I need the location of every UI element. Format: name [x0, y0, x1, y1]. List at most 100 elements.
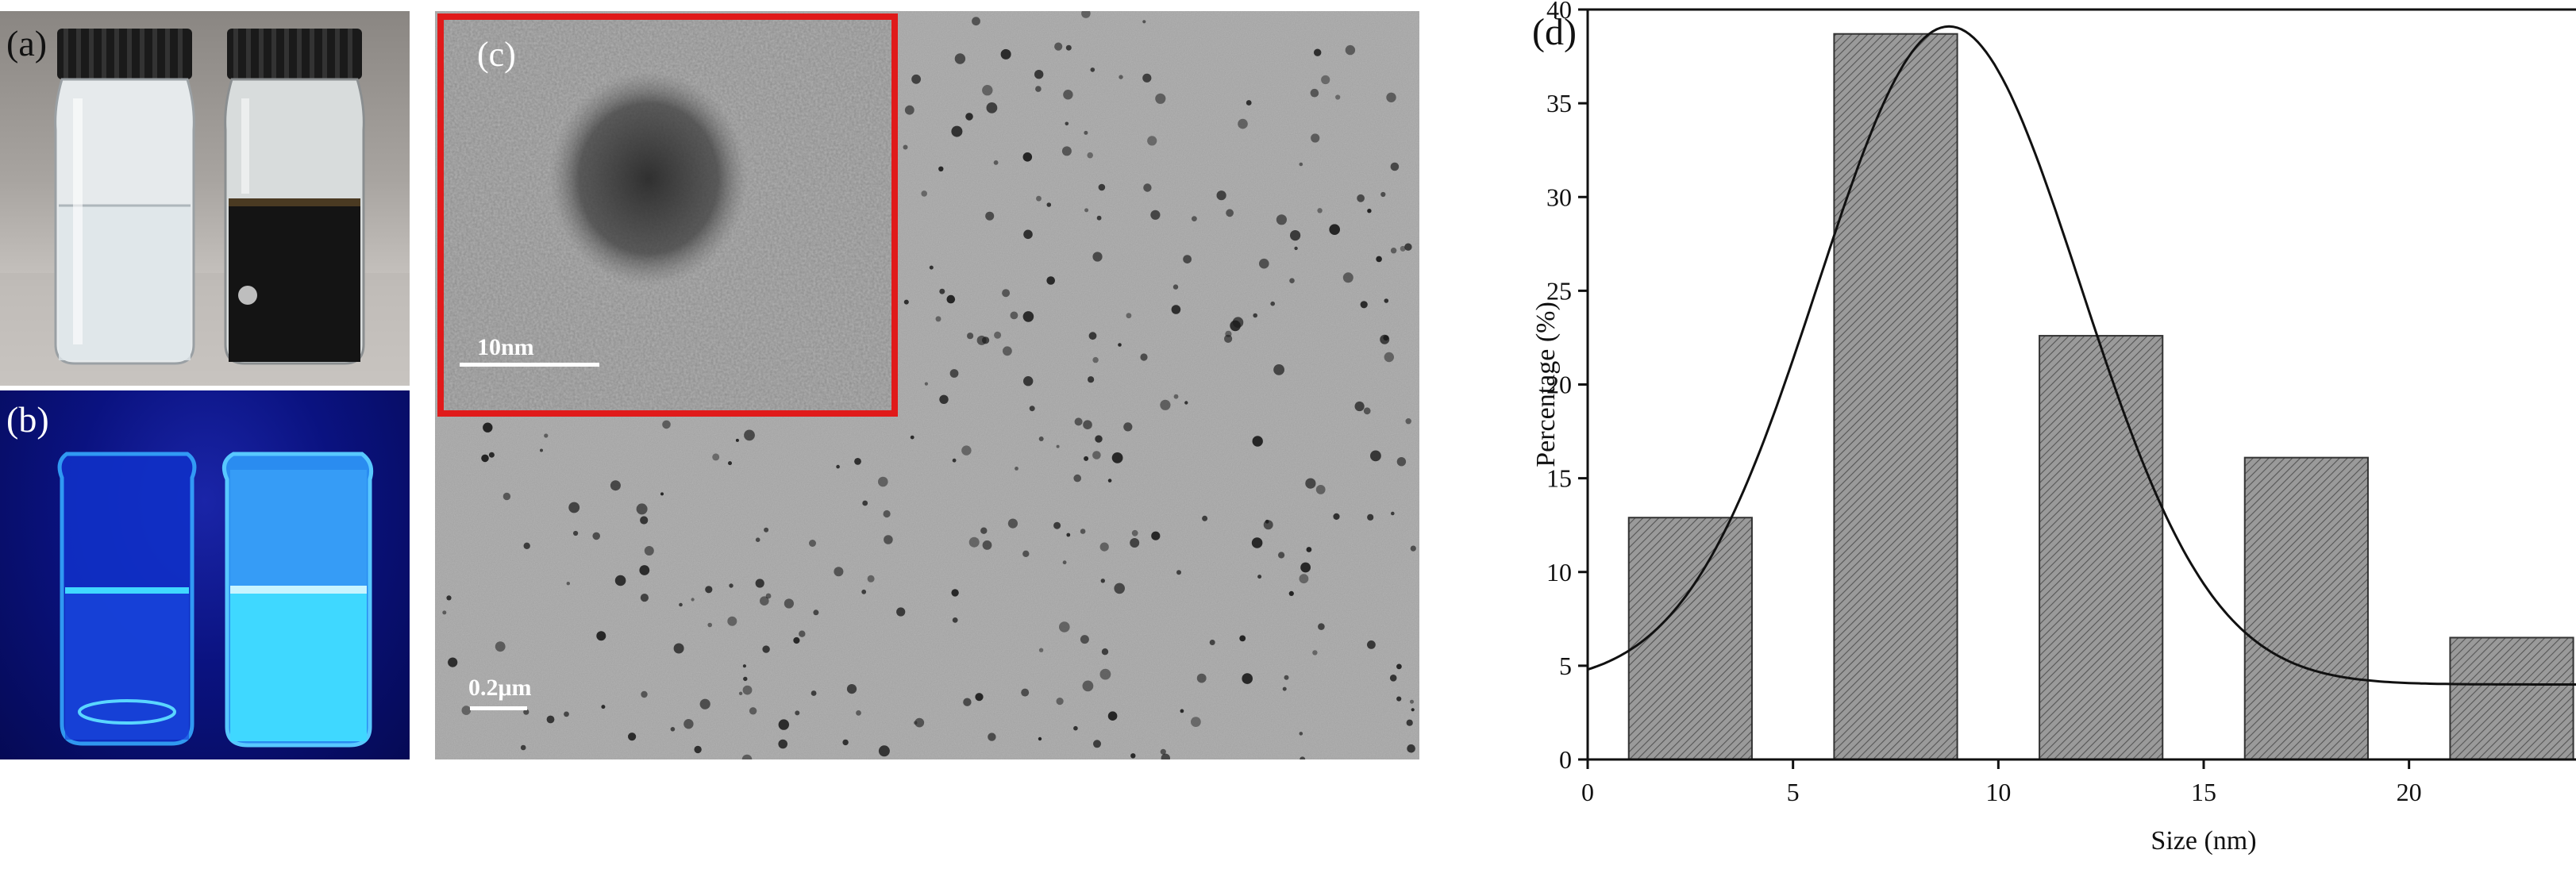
- nanoparticle-dot: [1090, 67, 1095, 72]
- nanoparticle-dot: [1099, 542, 1109, 552]
- nanoparticle-dot: [699, 698, 710, 709]
- nanoparticle-dot: [743, 676, 748, 682]
- nanoparticle-dot: [778, 739, 787, 749]
- nanoparticle-dot: [568, 502, 580, 513]
- nanoparticle-dot: [760, 596, 769, 606]
- nanoparticle-dot: [878, 476, 888, 487]
- y-tick-label: 25: [1546, 276, 1572, 305]
- nanoparticle-dot: [1410, 699, 1414, 704]
- nanoparticle-dot: [1270, 301, 1275, 306]
- nanoparticle-dot: [1192, 216, 1197, 221]
- nanoparticle-dot: [961, 445, 972, 456]
- nanoparticle-dot: [1299, 732, 1303, 736]
- nanoparticle-dot: [952, 458, 957, 463]
- nanoparticle-dot: [1007, 518, 1018, 529]
- photo-vials-daylight: (a): [0, 11, 410, 386]
- nanoparticle-dot: [1246, 100, 1252, 106]
- nanoparticle-dot: [965, 113, 973, 121]
- nanoparticle-dot: [446, 595, 452, 601]
- nanoparticle-dot: [1306, 547, 1312, 552]
- nanoparticle-dot: [1276, 214, 1287, 225]
- histogram-bar: [1627, 517, 1753, 760]
- panel-label-d: (d): [1532, 11, 1577, 53]
- nanoparticle-dot: [1259, 258, 1269, 269]
- nanoparticle-dot: [834, 567, 844, 577]
- nanoparticle-dot: [1140, 353, 1148, 361]
- panel-label-b: (b): [6, 399, 49, 440]
- nanoparticle-dot: [1095, 435, 1103, 443]
- nanoparticle-dot: [1010, 311, 1018, 320]
- nanoparticle-dot: [1329, 224, 1340, 236]
- nanoparticle-dot: [862, 500, 868, 506]
- nanoparticle-dot: [1391, 511, 1395, 516]
- nanoparticle-dot: [1022, 311, 1034, 322]
- nanoparticle-dot: [1239, 635, 1246, 642]
- nanoparticle-dot: [755, 537, 760, 542]
- vials-daylight-illustration: [0, 29, 410, 386]
- nanoparticle-dot: [1384, 352, 1395, 363]
- photo-vials-uv: (b): [0, 390, 410, 759]
- tem-scale-label: 0.2μm: [468, 675, 532, 701]
- panel-label-a: (a): [6, 23, 48, 63]
- y-tick-label: 15: [1546, 464, 1572, 493]
- nanoparticle-dot: [985, 211, 995, 221]
- nanoparticle-dot: [903, 299, 909, 305]
- histogram-bar: [2039, 335, 2164, 760]
- nanoparticle-dot: [673, 643, 684, 654]
- nanoparticle-dot: [896, 607, 906, 617]
- nanoparticle-dot: [1380, 191, 1386, 198]
- x-tick-label: 20: [2397, 778, 2422, 806]
- nanoparticle-dot: [762, 645, 770, 653]
- tem-inset: (c) 10nm: [437, 13, 898, 417]
- nanoparticle-dot: [1054, 42, 1063, 51]
- nanoparticle-dot: [1084, 456, 1089, 461]
- nanoparticle-dot: [1253, 313, 1257, 318]
- nanoparticle-dot: [921, 190, 927, 197]
- nanoparticle-dot: [1342, 272, 1353, 283]
- nanoparticle-dot: [1390, 162, 1400, 171]
- nanoparticle-dot: [1172, 284, 1179, 290]
- nanoparticle-dot: [982, 85, 993, 96]
- nanoparticle-dot: [1290, 230, 1301, 241]
- nanoparticle-dot: [1367, 209, 1372, 213]
- nanoparticle-dot: [951, 589, 959, 597]
- nanoparticle-dots: [442, 11, 1416, 759]
- nanoparticle-dot: [1318, 623, 1325, 630]
- nanoparticle-dot: [884, 535, 893, 544]
- nanoparticle-dot: [592, 532, 600, 540]
- nanoparticle-dot: [1252, 436, 1263, 447]
- nanoparticle-dot: [712, 453, 720, 461]
- nanoparticle-dot: [911, 74, 921, 84]
- nanoparticle-dot: [1299, 574, 1309, 584]
- nanoparticle-dot: [1092, 252, 1103, 262]
- nanoparticle-dot: [1384, 298, 1389, 303]
- nanoparticle-dot: [972, 17, 980, 26]
- nanoparticle-dot: [914, 717, 925, 728]
- nanoparticle-dot: [1396, 457, 1407, 467]
- nanoparticle-dot: [1092, 356, 1099, 363]
- nanoparticle-dot: [1073, 474, 1081, 483]
- nanoparticle-dot: [1407, 744, 1415, 753]
- nanoparticle-dot: [929, 265, 934, 270]
- nanoparticle-dot: [967, 333, 974, 340]
- x-tick-label: 15: [2191, 778, 2216, 806]
- nanoparticle-dot: [1315, 485, 1326, 494]
- nanoparticle-dot: [1114, 583, 1125, 594]
- nanoparticle-dot: [988, 732, 996, 741]
- nanoparticle-dot: [1278, 552, 1285, 559]
- nanoparticle-dot: [809, 540, 816, 547]
- nanoparticle-dot: [1191, 717, 1201, 727]
- nanoparticle-dot: [1062, 560, 1067, 565]
- nanoparticle-dot: [1101, 648, 1109, 656]
- nanoparticle-dot: [1367, 513, 1374, 521]
- nanoparticle-dot: [1029, 406, 1035, 412]
- nanoparticle-dot: [1183, 255, 1192, 263]
- nanoparticle-dot: [939, 394, 949, 404]
- nanoparticle-dot: [741, 754, 753, 759]
- nanoparticle-dot: [636, 503, 648, 515]
- nanoparticle-dot: [784, 598, 794, 609]
- nanoparticle-dot: [1088, 376, 1095, 383]
- nanoparticle-dot: [1035, 86, 1042, 92]
- nanoparticle-dot: [1066, 533, 1071, 537]
- nanoparticle-dot: [1142, 20, 1146, 24]
